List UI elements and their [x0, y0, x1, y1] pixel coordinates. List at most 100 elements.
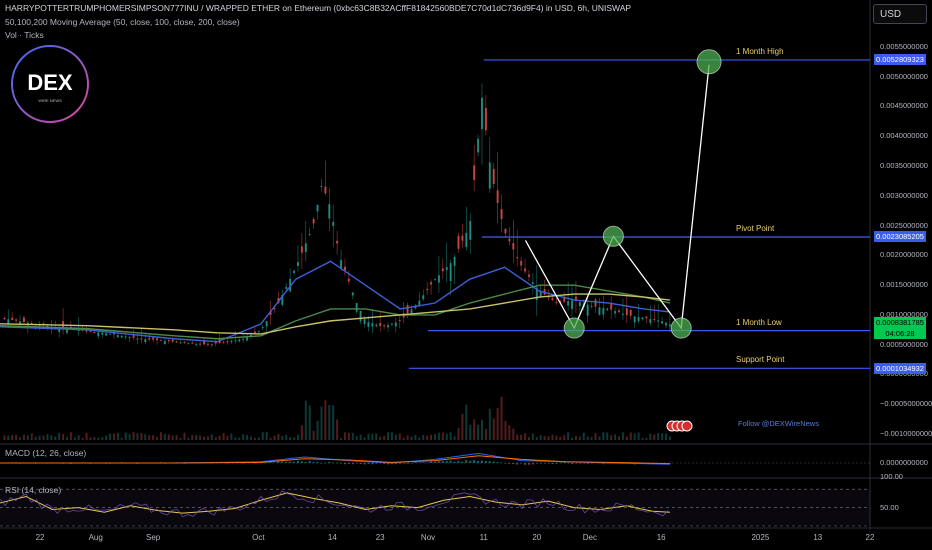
macd-histogram-bar: [359, 463, 362, 464]
volume-bar: [171, 435, 174, 440]
macd-histogram-bar: [422, 462, 425, 463]
candle-body: [285, 286, 288, 289]
time-tick-label: Aug: [88, 533, 103, 542]
macd-histogram-bar: [277, 461, 280, 463]
volume-bar: [42, 435, 45, 440]
volume-bar: [38, 435, 41, 440]
volume-bar: [261, 432, 264, 440]
macd-legend[interactable]: MACD (12, 26, close): [5, 448, 87, 458]
volume-bar: [543, 436, 546, 440]
macd-histogram-bar: [304, 461, 307, 463]
candle-body: [300, 246, 303, 253]
candle-body: [441, 268, 444, 272]
time-tick-label: 13: [813, 533, 823, 542]
candle-body: [363, 319, 366, 325]
volume-bar: [210, 434, 213, 440]
last-price-countdown: 04:06:28: [874, 327, 926, 339]
time-tick-label: 16: [656, 533, 666, 542]
volume-bar: [590, 436, 593, 440]
volume-bar: [203, 436, 206, 440]
macd-histogram-bar: [488, 461, 491, 463]
candle-body: [512, 243, 515, 250]
macd-histogram-bar: [473, 459, 476, 463]
level-label: 1 Month High: [736, 46, 784, 56]
candle-body: [112, 332, 115, 335]
candle-body: [19, 321, 22, 325]
volume-bar: [11, 435, 14, 440]
time-tick-label: 11: [479, 533, 488, 542]
volume-bar: [163, 434, 166, 440]
pivot-circle[interactable]: [563, 317, 585, 339]
vol-legend[interactable]: Vol · Ticks: [5, 30, 44, 40]
candle-body: [645, 316, 648, 319]
price-tick-label: −0.0005000000: [880, 399, 932, 409]
macd-histogram-bar: [449, 460, 452, 463]
volume-bar: [101, 437, 104, 440]
currency-button[interactable]: USD: [873, 4, 927, 24]
volume-bar: [253, 437, 256, 440]
price-tick-label: 0.0030000000: [880, 190, 928, 200]
volume-bar: [606, 432, 609, 440]
macd-line-signal: [0, 455, 670, 465]
volume-bar: [265, 432, 268, 440]
candle-body: [500, 209, 503, 220]
macd-histogram-bar: [316, 461, 319, 463]
macd-histogram-bar: [332, 462, 335, 464]
candle-body: [351, 292, 354, 296]
candle-body: [328, 204, 331, 219]
macd-histogram-bar: [516, 463, 519, 465]
price-tick-label: 0.0000000000: [880, 369, 928, 379]
candle-body: [195, 343, 198, 345]
volume-bar: [85, 432, 88, 440]
time-tick-label: 14: [327, 533, 337, 542]
candle-body: [171, 339, 174, 342]
macd-histogram-bar: [343, 463, 346, 465]
macd-histogram-bar: [379, 462, 382, 464]
volume-bar: [281, 436, 284, 440]
candle-body: [664, 322, 667, 326]
volume-bar: [387, 432, 390, 440]
volume-bar: [496, 408, 499, 440]
candle-body: [477, 138, 480, 153]
candle-body: [332, 222, 335, 226]
macd-histogram-bar: [590, 462, 593, 464]
candle-body: [210, 344, 213, 346]
macd-histogram-bar: [394, 463, 397, 465]
candle-body: [434, 279, 436, 281]
volume-bar: [445, 433, 448, 440]
candle-body: [261, 327, 264, 329]
volume-bar: [347, 432, 350, 440]
macd-histogram-bar: [414, 461, 417, 463]
volume-bar: [132, 432, 135, 440]
volume-bar: [453, 436, 456, 440]
macd-histogram-bar: [320, 463, 323, 464]
candle-body: [661, 321, 664, 324]
follow-text: Follow @DEXWireNews: [738, 419, 819, 428]
macd-histogram-bar: [586, 463, 589, 464]
volume-bar: [183, 432, 186, 440]
candle-body: [602, 308, 605, 315]
pivot-circle[interactable]: [696, 49, 722, 75]
candle-body: [488, 162, 491, 189]
pivot-circle[interactable]: [602, 225, 624, 247]
volume-bar: [336, 419, 339, 440]
time-tick-label: Sep: [145, 533, 161, 542]
ma-legend[interactable]: 50,100,200 Moving Average (50, close, 10…: [5, 17, 240, 27]
volume-bar: [473, 419, 476, 440]
volume-bar: [402, 437, 405, 440]
event-flag-icon[interactable]: [681, 420, 693, 432]
candle-body: [551, 298, 554, 301]
candle-body: [343, 266, 346, 271]
macd-histogram-bar: [524, 463, 527, 465]
rsi-legend[interactable]: RSI (14, close): [5, 485, 62, 495]
candle-body: [437, 275, 440, 283]
volume-bar: [527, 436, 530, 440]
volume-bar: [418, 437, 421, 440]
candle-body: [253, 331, 256, 333]
volume-bar: [218, 435, 221, 440]
macd-histogram-bar: [551, 463, 554, 465]
pivot-circle[interactable]: [670, 317, 692, 339]
volume-bar: [22, 434, 25, 440]
volume-bar: [46, 434, 49, 440]
